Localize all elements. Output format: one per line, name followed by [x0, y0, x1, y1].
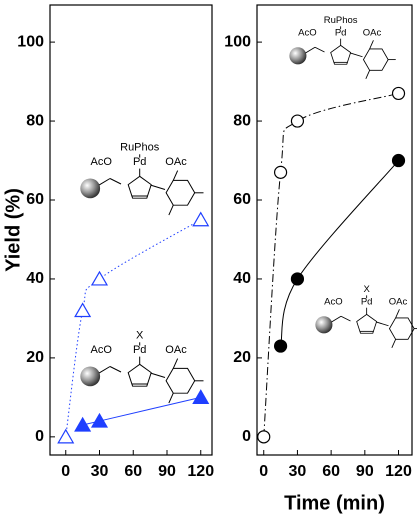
bond: [340, 315, 351, 322]
support-bead: [315, 316, 333, 334]
bond: [98, 366, 111, 374]
series-line: [280, 160, 399, 347]
ligand-label: OAc: [165, 344, 187, 356]
molecule-structure: RuPhos AcO Pd OAc: [289, 15, 396, 80]
y-tick-label: 80: [26, 112, 44, 129]
ligand-label: X: [363, 284, 370, 295]
bond: [395, 309, 400, 319]
metal-label: Pd: [133, 156, 146, 168]
data-point: [57, 428, 75, 444]
data-point: [273, 339, 288, 353]
ligand-label: AcO: [324, 297, 342, 308]
bond: [168, 392, 174, 404]
bond: [350, 52, 363, 58]
data-point: [391, 86, 406, 101]
aryl-ring: [388, 317, 415, 340]
y-tick-label: 0: [35, 428, 44, 445]
x-tick-label: 120: [385, 463, 412, 480]
data-point: [74, 302, 92, 318]
series-line: [65, 219, 202, 437]
bond: [305, 46, 316, 54]
aryl-ring: [362, 48, 389, 71]
metal-label: Pd: [361, 297, 373, 308]
data-point: [290, 114, 305, 128]
ligand-label: AcO: [90, 344, 112, 356]
bond: [391, 339, 397, 349]
y-tick-label: 40: [26, 270, 44, 287]
data-point: [192, 389, 210, 404]
y-axis-title: Yield (%): [2, 188, 24, 272]
aryl-ring: [165, 367, 196, 394]
y-tick-label: 20: [26, 349, 44, 366]
series-line: [263, 92, 399, 437]
molecule-structure: RuPhos AcO Pd OAc: [80, 142, 204, 216]
molecule-structure: X AcO Pd OAc: [80, 330, 204, 404]
bond: [331, 315, 342, 323]
x-tick-label: 90: [158, 463, 176, 480]
imidazole-ring: [127, 363, 152, 387]
y-tick-label: 20: [233, 349, 251, 366]
x-tick-label: 60: [322, 463, 340, 480]
imidazole-ring: [330, 44, 352, 65]
bond: [109, 178, 122, 185]
x-axis-title: Time (min): [284, 492, 385, 514]
data-point: [90, 270, 109, 286]
y-tick-label: 80: [233, 112, 251, 129]
ligand-label: AcO: [90, 156, 112, 168]
data-point: [290, 272, 305, 286]
bond: [109, 366, 122, 373]
bond: [369, 40, 374, 50]
x-tick-label: 120: [187, 463, 214, 480]
imidazole-ring: [356, 313, 378, 334]
support-bead: [80, 366, 101, 387]
metal-label: Pd: [133, 344, 146, 356]
bond: [150, 372, 166, 378]
x-tick-label: 0: [259, 463, 268, 480]
ligand-label: OAc: [389, 297, 408, 308]
ligand-label: OAc: [165, 156, 187, 168]
x-tick-label: 30: [91, 463, 109, 480]
plot-frame: [256, 4, 413, 456]
y-tick-label: 100: [17, 33, 44, 50]
y-tick-label: 60: [233, 191, 251, 208]
data-point: [192, 211, 210, 227]
bond: [314, 46, 325, 53]
bond: [172, 358, 179, 369]
molecule-structure: X AcO Pd OAc: [315, 284, 417, 349]
support-bead: [80, 178, 101, 199]
x-tick-label: 0: [61, 463, 70, 480]
metal-label: Pd: [335, 28, 347, 39]
bond: [168, 204, 174, 216]
ligand-label: RuPhos: [120, 142, 160, 154]
y-tick-label: 100: [224, 33, 251, 50]
bond: [172, 170, 179, 181]
ligand-label: AcO: [298, 28, 316, 39]
data-point: [273, 165, 288, 179]
data-point: [74, 416, 92, 432]
bond: [150, 184, 166, 190]
y-tick-label: 0: [242, 428, 251, 445]
aryl-ring: [165, 179, 196, 206]
imidazole-ring: [127, 175, 152, 199]
x-tick-label: 90: [356, 463, 374, 480]
ligand-label: RuPhos: [324, 15, 358, 26]
data-point: [391, 153, 406, 168]
data-point: [257, 430, 271, 444]
support-bead: [289, 47, 307, 65]
plot-frame: [49, 4, 213, 456]
data-point: [90, 412, 109, 428]
y-tick-label: 40: [233, 270, 251, 287]
ligand-label: X: [136, 330, 144, 342]
bond: [376, 321, 389, 327]
bond: [98, 178, 111, 186]
bond: [365, 70, 371, 80]
ligand-label: OAc: [363, 28, 382, 39]
y-tick-label: 60: [26, 191, 44, 208]
x-tick-label: 60: [124, 463, 142, 480]
x-tick-label: 30: [289, 463, 307, 480]
